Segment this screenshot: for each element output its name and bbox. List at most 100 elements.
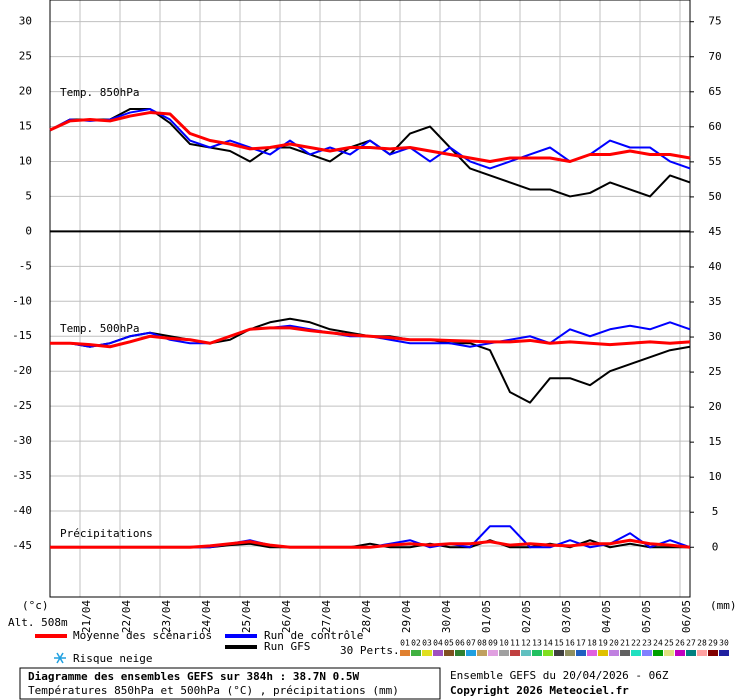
pert-label: 23 <box>642 639 652 648</box>
x-tick-label: 26/04 <box>280 600 293 633</box>
y-tick-label: 10 <box>19 154 32 167</box>
pert-swatch <box>532 650 542 656</box>
pert-label: 27 <box>686 639 696 648</box>
pert-swatch <box>697 650 707 656</box>
x-tick-label: 05/05 <box>640 600 653 633</box>
y2-tick-label: 25 <box>708 365 721 378</box>
pert-label: 22 <box>631 639 641 648</box>
y-tick-label: 15 <box>19 120 32 133</box>
pert-label: 14 <box>543 639 553 648</box>
pert-swatch <box>598 650 608 656</box>
y2-tick-label: 65 <box>708 85 721 98</box>
x-tick-label: 01/05 <box>480 600 493 633</box>
pert-swatch <box>587 650 597 656</box>
y-tick-label: 30 <box>19 15 32 28</box>
snow-icon <box>54 652 66 664</box>
pert-swatch <box>554 650 564 656</box>
pert-label: 17 <box>576 639 586 648</box>
y2-tick-label: 40 <box>708 260 721 273</box>
pert-swatch <box>543 650 553 656</box>
y-tick-label: -30 <box>12 434 32 447</box>
pert-label: 12 <box>521 639 531 648</box>
y-tick-label: -20 <box>12 364 32 377</box>
pert-swatch <box>488 650 498 656</box>
pert-swatch <box>664 650 674 656</box>
pert-label: 18 <box>587 639 597 648</box>
pert-label: 09 <box>488 639 498 648</box>
y2-tick-label: 75 <box>708 15 721 28</box>
y-tick-label: -40 <box>12 504 32 517</box>
altitude: Alt. 508m <box>8 616 68 629</box>
pert-swatch <box>499 650 509 656</box>
pert-swatch <box>686 650 696 656</box>
pert-swatch <box>510 650 520 656</box>
series-line <box>50 326 691 349</box>
footer-subtitle: Températures 850hPa et 500hPa (°C) , pré… <box>28 684 399 697</box>
y-tick-label: 20 <box>19 85 32 98</box>
perts-label: 30 Perts. <box>340 644 400 657</box>
pert-label: 03 <box>422 639 432 648</box>
x-tick-label: 21/04 <box>80 600 93 633</box>
pert-label: 11 <box>510 639 520 648</box>
series-line <box>49 111 691 163</box>
pert-swatch <box>642 650 652 656</box>
y-tick-label: -35 <box>12 469 32 482</box>
pert-label: 05 <box>444 639 454 648</box>
footer-title: Diagramme des ensembles GEFS sur 384h : … <box>28 670 360 683</box>
pert-label: 06 <box>455 639 465 648</box>
x-tick-label: 24/04 <box>200 600 213 633</box>
y2-tick-label: 50 <box>708 190 721 203</box>
pert-swatch <box>521 650 531 656</box>
pert-label: 07 <box>466 639 476 648</box>
y-unit: (°c) <box>22 599 49 612</box>
y-tick-label: -25 <box>12 399 32 412</box>
y2-unit: (mm) <box>710 599 737 612</box>
plot-frame <box>49 0 691 598</box>
pert-swatch <box>576 650 586 656</box>
pert-label: 10 <box>499 639 509 648</box>
legend-label: Moyenne des scénarios <box>73 629 212 642</box>
y-tick-label: 25 <box>19 50 32 63</box>
x-tick-label: 22/04 <box>120 600 133 633</box>
pert-label: 16 <box>565 639 575 648</box>
y-tick-label: 5 <box>25 189 32 202</box>
x-tick-label: 02/05 <box>520 600 533 633</box>
y2-tick-label: 10 <box>708 470 721 483</box>
snow-label: Risque neige <box>73 652 152 665</box>
y2-tick-label: 35 <box>708 295 721 308</box>
legend-label: Run de contrôle <box>264 629 363 642</box>
y-tick-label: -5 <box>19 259 32 272</box>
panel-label: Temp. 500hPa <box>60 322 139 335</box>
y2-tick-label: 5 <box>712 505 719 518</box>
panel-label: Temp. 850hPa <box>60 86 139 99</box>
pert-swatch <box>444 650 454 656</box>
pert-swatch <box>466 650 476 656</box>
x-tick-label: 30/04 <box>440 600 453 633</box>
pert-label: 02 <box>411 639 421 648</box>
pert-swatch <box>719 650 729 656</box>
pert-swatch <box>708 650 718 656</box>
pert-swatch <box>411 650 421 656</box>
y2-tick-label: 30 <box>708 330 721 343</box>
x-tick-label: 28/04 <box>360 600 373 633</box>
y-tick-label: -15 <box>12 329 32 342</box>
pert-swatch <box>433 650 443 656</box>
y-tick-label: 0 <box>25 224 32 237</box>
pert-label: 25 <box>664 639 674 648</box>
x-tick-label: 06/05 <box>680 600 693 633</box>
pert-label: 01 <box>400 639 410 648</box>
series-line <box>50 538 691 549</box>
pert-swatch <box>653 650 663 656</box>
pert-swatch <box>675 650 685 656</box>
pert-label: 13 <box>532 639 542 648</box>
pert-label: 28 <box>697 639 707 648</box>
panel-label: Précipitations <box>60 527 153 540</box>
x-tick-label: 03/05 <box>560 600 573 633</box>
pert-label: 21 <box>620 639 630 648</box>
footer-box <box>19 667 441 700</box>
pert-label: 20 <box>609 639 619 648</box>
y2-tick-label: 55 <box>708 155 721 168</box>
x-tick-label: 23/04 <box>160 600 173 633</box>
y2-tick-label: 20 <box>708 400 721 413</box>
